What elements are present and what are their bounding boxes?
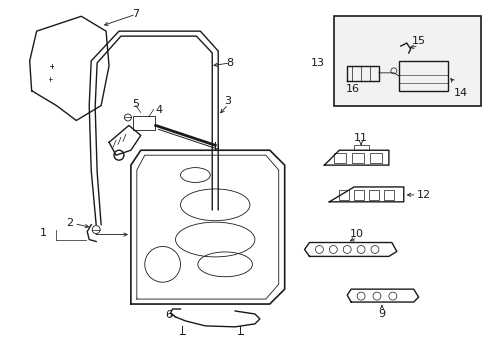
Text: 12: 12: [416, 190, 430, 200]
Text: 5: 5: [132, 99, 139, 109]
Bar: [398, 61, 447, 91]
Bar: [351, 153, 364, 163]
Text: 2: 2: [66, 218, 73, 228]
Text: 7: 7: [132, 9, 139, 19]
Text: 6: 6: [165, 310, 172, 320]
Text: 8: 8: [226, 58, 233, 68]
Text: 14: 14: [452, 88, 467, 98]
Bar: [383, 190, 393, 200]
Bar: [353, 190, 364, 200]
Bar: [334, 16, 480, 105]
Bar: [368, 190, 378, 200]
Text: 3: 3: [224, 96, 231, 105]
Text: 9: 9: [378, 309, 385, 319]
Bar: [133, 117, 154, 130]
Text: 16: 16: [346, 84, 360, 94]
Text: 10: 10: [349, 229, 364, 239]
Bar: [369, 153, 381, 163]
Text: 11: 11: [353, 133, 367, 143]
Text: 4: 4: [155, 104, 162, 114]
Bar: [334, 153, 346, 163]
Text: 15: 15: [411, 36, 425, 46]
Bar: [353, 145, 368, 150]
Bar: [339, 190, 348, 200]
Text: 1: 1: [40, 228, 47, 238]
Text: 13: 13: [310, 58, 324, 68]
